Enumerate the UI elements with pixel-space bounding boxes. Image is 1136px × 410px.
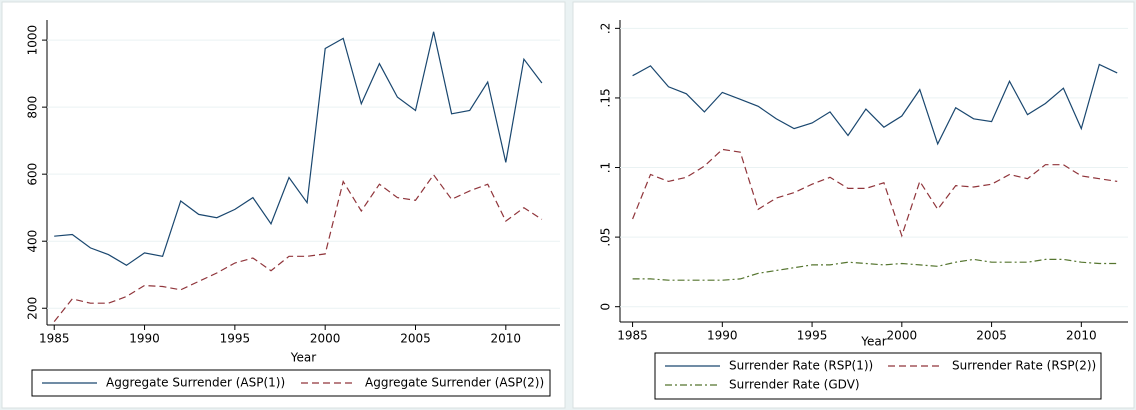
x-axis-title: Year xyxy=(290,351,316,365)
chart-panel: 0 .05 .1 .15 .2 1985 1990 1995 2000 2005 2010 Year S… xyxy=(572,1,1135,409)
legend-label: Aggregate Surrender (ASP(1)) xyxy=(106,376,285,390)
y-tick-label: .1 xyxy=(599,162,613,173)
legend-box xyxy=(654,352,1102,400)
x-tick-label: 1995 xyxy=(220,332,251,346)
x-tick-label: 2010 xyxy=(491,332,522,346)
panel-background xyxy=(572,1,1135,409)
legend-label: Aggregate Surrender (ASP(2)) xyxy=(365,376,544,390)
legend-label: Surrender Rate (RSP(1)) xyxy=(729,359,873,373)
x-tick-label: 1995 xyxy=(797,329,828,343)
y-tick-label: 1000 xyxy=(26,25,40,56)
chart-panel: 200 400 600 800 1000 1985 1990 1995 2000 2005 2010… xyxy=(1,1,566,409)
x-tick-label: 2000 xyxy=(310,332,341,346)
legend-label: Surrender Rate (GDV) xyxy=(729,378,860,392)
panel-background xyxy=(1,1,566,409)
x-tick-label: 2010 xyxy=(1066,329,1097,343)
x-tick-label: 1985 xyxy=(39,332,70,346)
series-line xyxy=(632,148,1118,238)
x-axis-title: Year xyxy=(860,335,886,349)
y-tick-label: 800 xyxy=(26,96,40,119)
series-line xyxy=(632,258,1118,281)
y-tick-label: 200 xyxy=(26,297,40,320)
y-tick-label: 400 xyxy=(26,230,40,253)
y-tick-label: 600 xyxy=(26,163,40,186)
series-line xyxy=(54,31,543,267)
y-tick-label: 0 xyxy=(599,303,613,311)
x-tick-label: 1985 xyxy=(617,329,648,343)
x-tick-label: 2005 xyxy=(400,332,431,346)
series-line xyxy=(53,173,543,322)
series-line xyxy=(632,63,1118,146)
x-tick-label: 2005 xyxy=(976,329,1007,343)
x-tick-label: 2000 xyxy=(887,329,918,343)
legend-label: Surrender Rate (RSP(2)) xyxy=(952,359,1096,373)
y-tick-label: .05 xyxy=(599,228,613,247)
y-tick-label: .2 xyxy=(599,23,613,34)
y-tick-label: .15 xyxy=(599,88,613,107)
x-tick-label: 1990 xyxy=(129,332,160,346)
legend-box xyxy=(31,369,551,397)
x-tick-label: 1990 xyxy=(707,329,738,343)
